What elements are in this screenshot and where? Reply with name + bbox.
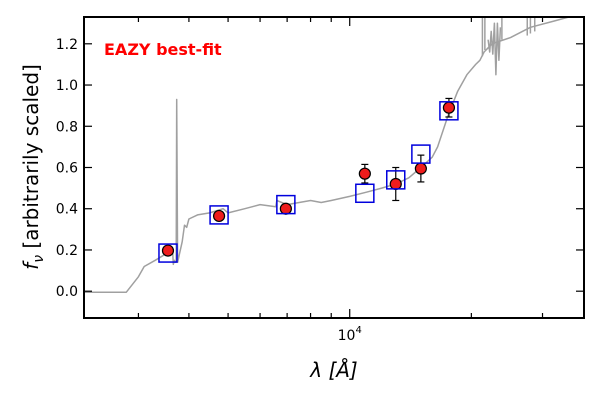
observed-flux-point bbox=[414, 162, 427, 175]
y-axis-label: fν [arbitrarily scaled] bbox=[19, 64, 47, 270]
axis-ticks: 0.0 0.2 0.4 0.6 0.8 1.0 1.2 104 bbox=[56, 17, 584, 344]
x-axis-label: λ [Å] bbox=[309, 358, 357, 382]
model-flux-square bbox=[355, 183, 375, 204]
model-flux-square bbox=[158, 243, 178, 263]
observed-flux-point bbox=[389, 177, 402, 191]
model-flux-square bbox=[276, 194, 296, 215]
x-tick-label: 104 bbox=[338, 325, 362, 344]
plot-frame bbox=[83, 16, 585, 319]
model-flux-square bbox=[411, 144, 431, 164]
y-tick-label: 0.0 bbox=[56, 284, 78, 300]
y-tick-label: 0.6 bbox=[56, 161, 78, 177]
y-tick-label: 1.2 bbox=[56, 37, 78, 53]
sed-line bbox=[487, 22, 502, 76]
y-tick-label: 0.2 bbox=[56, 243, 78, 259]
observed-flux-point bbox=[161, 244, 175, 257]
plot-area bbox=[84, 17, 572, 293]
annotation-label: EAZY best-fit bbox=[104, 40, 222, 59]
observed-flux-point bbox=[358, 167, 371, 180]
sed-line bbox=[84, 17, 572, 293]
observed-flux-point bbox=[212, 209, 226, 223]
y-tick-label: 0.4 bbox=[56, 202, 78, 218]
model-flux-square bbox=[209, 205, 229, 225]
y-tick-label: 0.8 bbox=[56, 119, 78, 135]
y-tick-label: 1.0 bbox=[56, 78, 78, 94]
observed-flux-point bbox=[279, 202, 292, 215]
model-flux-square bbox=[386, 170, 406, 190]
model-flux-square bbox=[439, 101, 459, 121]
observed-flux-point bbox=[442, 101, 456, 114]
